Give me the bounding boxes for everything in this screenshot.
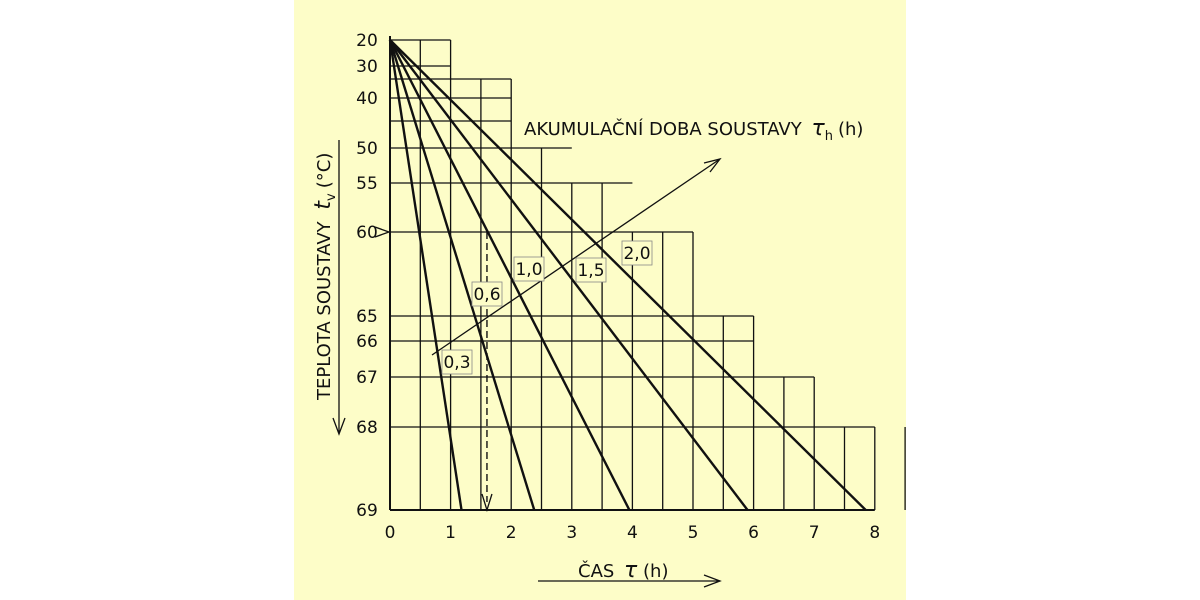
x-tick-label: 5 (688, 523, 699, 543)
y-tick-label: 40 (356, 89, 378, 109)
series-label: 1,0 (515, 260, 542, 280)
series-label: 1,5 (577, 261, 604, 281)
series-line (388, 39, 463, 511)
x-tick-label: 2 (506, 523, 517, 543)
y-axis-label: TEPLOTA SOUSTAVY tv(°C) (311, 153, 339, 401)
x-axis-label: ČAS τ (h) (578, 558, 668, 583)
series-line (388, 39, 631, 511)
series-line (389, 39, 749, 511)
y-tick-label: 68 (356, 418, 378, 438)
x-tick-label: 1 (445, 523, 456, 543)
y-tick-label: 55 (356, 174, 378, 194)
series-label-box (621, 240, 653, 266)
series-label: 0,6 (473, 285, 500, 305)
x-tick-label: 8 (869, 523, 880, 543)
series-line (388, 39, 536, 511)
y-tick-label: 65 (356, 307, 378, 327)
y-tick-label: 69 (356, 501, 378, 521)
axes (332, 36, 875, 588)
x-tick-label: 3 (566, 523, 577, 543)
x-tick-labels: 0 1 2 3 4 5 6 7 8 (385, 523, 881, 543)
x-label-arrowhead (703, 574, 722, 588)
series-label: 2,0 (623, 244, 650, 264)
series-labels: 0,3 0,6 1,0 1,5 2,0 (441, 240, 653, 375)
series-label-box (575, 257, 607, 283)
x-tick-label: 7 (809, 523, 820, 543)
series-label-box (471, 281, 503, 307)
y-tick-label: 20 (356, 31, 378, 51)
y-tick-label: 60 (356, 223, 378, 243)
series-label: 0,3 (443, 353, 470, 373)
y-tick-label: 66 (356, 332, 378, 352)
series-label-box (513, 256, 545, 282)
chart-panel (294, 0, 906, 600)
accumulation-arrowhead (703, 157, 722, 173)
x-tick-label: 4 (627, 523, 638, 543)
accumulation-arrow (431, 158, 721, 356)
y-tick-label: 50 (356, 139, 378, 159)
y-tick-label: 30 (356, 57, 378, 77)
y-marker-60-arrow (374, 226, 391, 238)
series-label-box (441, 349, 473, 375)
x-tick-label: 6 (748, 523, 759, 543)
y-label-arrowhead (332, 417, 346, 436)
grid (389, 39, 906, 510)
x-tick-label: 0 (385, 523, 396, 543)
y-tick-labels: 20 30 40 50 55 60 65 66 67 68 69 (356, 31, 378, 521)
series-line (389, 39, 867, 511)
series-lines (388, 39, 867, 513)
annotation-label: AKUMULAČNÍ DOBA SOUSTAVY τh (h) (524, 116, 863, 144)
y-tick-label: 67 (356, 368, 378, 388)
